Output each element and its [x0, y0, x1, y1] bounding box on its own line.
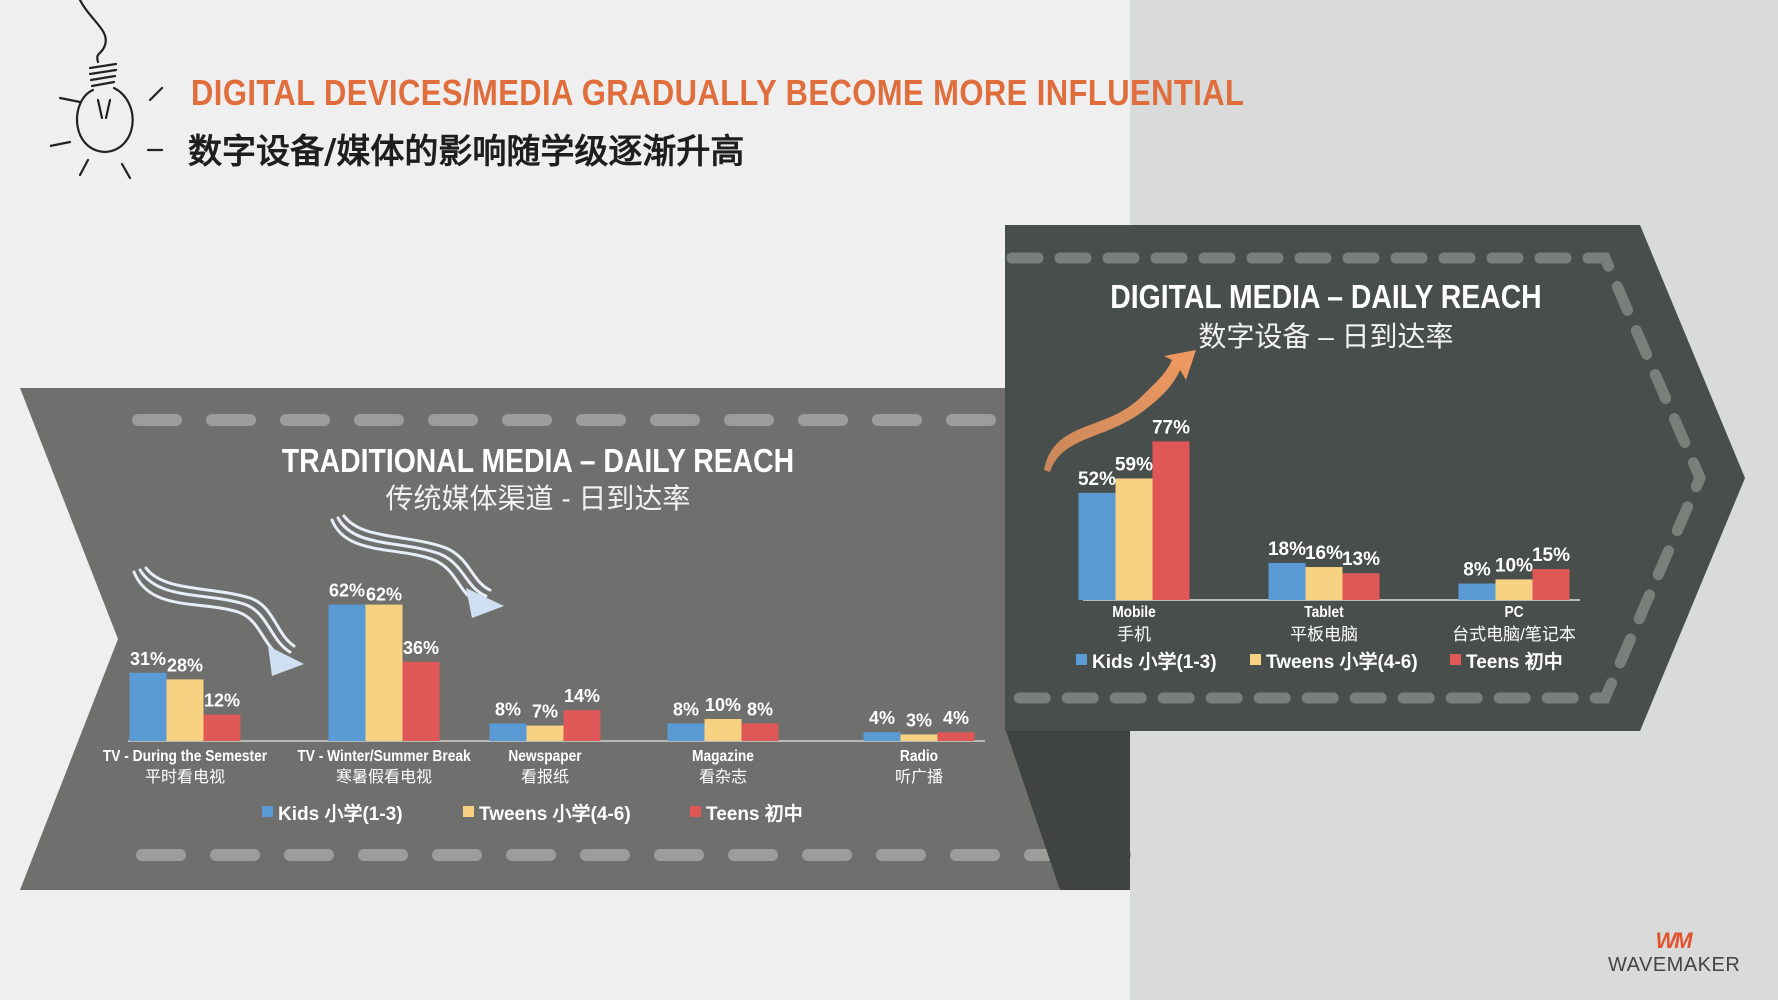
bar-tweens-3	[704, 719, 742, 741]
swoosh-arrow-right	[330, 514, 504, 618]
x-tick-label-cn: 看报纸	[521, 768, 569, 786]
bar-teens-4	[937, 732, 975, 741]
x-tick-label-cn: 平板电脑	[1290, 625, 1358, 644]
bar-tweens-0	[1115, 478, 1153, 600]
bar-teens-3	[741, 723, 779, 741]
legend-label-teens: Teens 初中	[1466, 650, 1563, 673]
bar-tweens-2	[1495, 579, 1533, 600]
data-label: 31%	[130, 649, 166, 669]
data-label: 7%	[532, 702, 558, 722]
x-tick-label: Tablet	[1304, 603, 1343, 621]
data-label: 8%	[495, 699, 521, 719]
data-label: 59%	[1115, 454, 1153, 475]
data-label: 36%	[403, 638, 439, 658]
legend-swatch-tweens	[1250, 654, 1261, 665]
page-subtitle: 数字设备/媒体的影响随学级逐渐升高	[188, 132, 745, 172]
digital-media-chart: 52%59% 77% Mobile 手机 18%16%13% Tablet 平板电脑 8% 10…	[1076, 417, 1580, 673]
data-label: 10%	[705, 695, 741, 715]
bar-teens-1	[1342, 573, 1380, 600]
x-tick-label-cn: 寒暑假看电视	[336, 767, 432, 786]
bar-teens-0	[1152, 441, 1190, 600]
legend-label-kids: Kids 小学(1-3)	[278, 802, 403, 825]
data-label: 16%	[1305, 543, 1343, 564]
data-label: 77%	[1152, 417, 1190, 438]
data-label: 28%	[167, 655, 203, 675]
bar-kids-1	[1268, 562, 1306, 600]
swoosh-arrow-left	[132, 566, 304, 676]
data-label: 52%	[1078, 469, 1116, 490]
bar-teens-2	[1532, 569, 1570, 600]
x-tick-label: Newspaper	[508, 747, 582, 765]
bar-kids-3	[667, 723, 705, 741]
legend-swatch-kids	[1076, 654, 1087, 665]
data-label: 14%	[564, 686, 600, 706]
digital-chart-title: DIGITAL MEDIA – DAILY REACH	[1110, 278, 1541, 316]
traditional-chart-title: TRADITIONAL MEDIA – DAILY REACH	[282, 442, 794, 480]
x-tick-label: Radio	[900, 747, 938, 765]
bar-kids-0	[129, 672, 167, 741]
lightbulb-icon	[50, 0, 164, 180]
data-label: 12%	[204, 691, 240, 711]
legend-label-teens: Teens 初中	[706, 802, 803, 825]
traditional-media-chart: 31% 28%12% TV - During the Semester 平时看电视 62…	[103, 581, 985, 825]
data-label: 8%	[1463, 560, 1491, 581]
legend-swatch-kids	[262, 806, 273, 817]
bar-teens-1	[402, 661, 440, 741]
bar-tweens-4	[900, 734, 938, 741]
x-tick-label-cn: 平时看电视	[145, 768, 225, 786]
data-label: 4%	[869, 708, 895, 728]
legend-label-kids: Kids 小学(1-3)	[1092, 650, 1217, 673]
x-tick-label-cn: 手机	[1117, 625, 1151, 644]
data-label: 3%	[906, 710, 932, 730]
x-tick-label: PC	[1504, 603, 1523, 621]
traditional-banner	[20, 388, 1130, 890]
data-label: 18%	[1268, 539, 1306, 560]
data-label: 8%	[747, 699, 773, 719]
bar-teens-2	[563, 710, 601, 741]
bar-kids-1	[328, 604, 366, 741]
bar-kids-2	[1458, 583, 1496, 600]
page-title: DIGITAL DEVICES/MEDIA GRADUALLY BECOME M…	[191, 72, 1245, 113]
data-label: 10%	[1495, 555, 1533, 576]
legend-swatch-teens	[690, 806, 701, 817]
data-label: 13%	[1342, 549, 1380, 570]
legend-label-tweens: Tweens 小学(4-6)	[1266, 650, 1418, 673]
logo-mark: WM	[1655, 928, 1692, 953]
digital-stitch	[1006, 252, 1706, 704]
x-tick-label: Mobile	[1112, 603, 1156, 621]
x-tick-label: TV - During the Semester	[103, 747, 267, 765]
bar-kids-2	[489, 723, 527, 741]
legend-swatch-tweens	[463, 806, 474, 817]
x-tick-label-cn: 看杂志	[699, 768, 747, 786]
bar-kids-4	[863, 732, 901, 741]
x-tick-label-cn: 听广播	[895, 768, 943, 786]
x-tick-label: TV - Winter/Summer Break	[297, 747, 471, 765]
x-tick-label-cn: 台式电脑/笔记本	[1452, 625, 1576, 644]
digital-banner-fold	[1005, 728, 1130, 890]
traditional-chart-subtitle: 传统媒体渠道 - 日到达率	[386, 483, 691, 514]
bar-tweens-2	[526, 725, 564, 741]
logo-wordmark: WAVEMAKER	[1608, 954, 1741, 976]
bar-tweens-0	[166, 679, 204, 741]
data-label: 4%	[943, 708, 969, 728]
data-label: 15%	[1532, 545, 1570, 566]
data-label: 8%	[673, 699, 699, 719]
bar-kids-0	[1078, 492, 1116, 600]
bar-teens-0	[203, 714, 241, 741]
bar-tweens-1	[1305, 567, 1343, 600]
legend-swatch-teens	[1450, 654, 1461, 665]
x-tick-label: Magazine	[692, 747, 754, 765]
data-label: 62%	[329, 581, 365, 601]
legend-label-tweens: Tweens 小学(4-6)	[479, 802, 631, 825]
digital-chart-subtitle: 数字设备 – 日到达率	[1198, 321, 1453, 352]
growth-arrow	[1044, 350, 1196, 472]
bar-tweens-1	[365, 604, 403, 741]
data-label: 62%	[366, 585, 402, 605]
wavemaker-logo: WM WAVEMAKER	[1608, 928, 1741, 977]
